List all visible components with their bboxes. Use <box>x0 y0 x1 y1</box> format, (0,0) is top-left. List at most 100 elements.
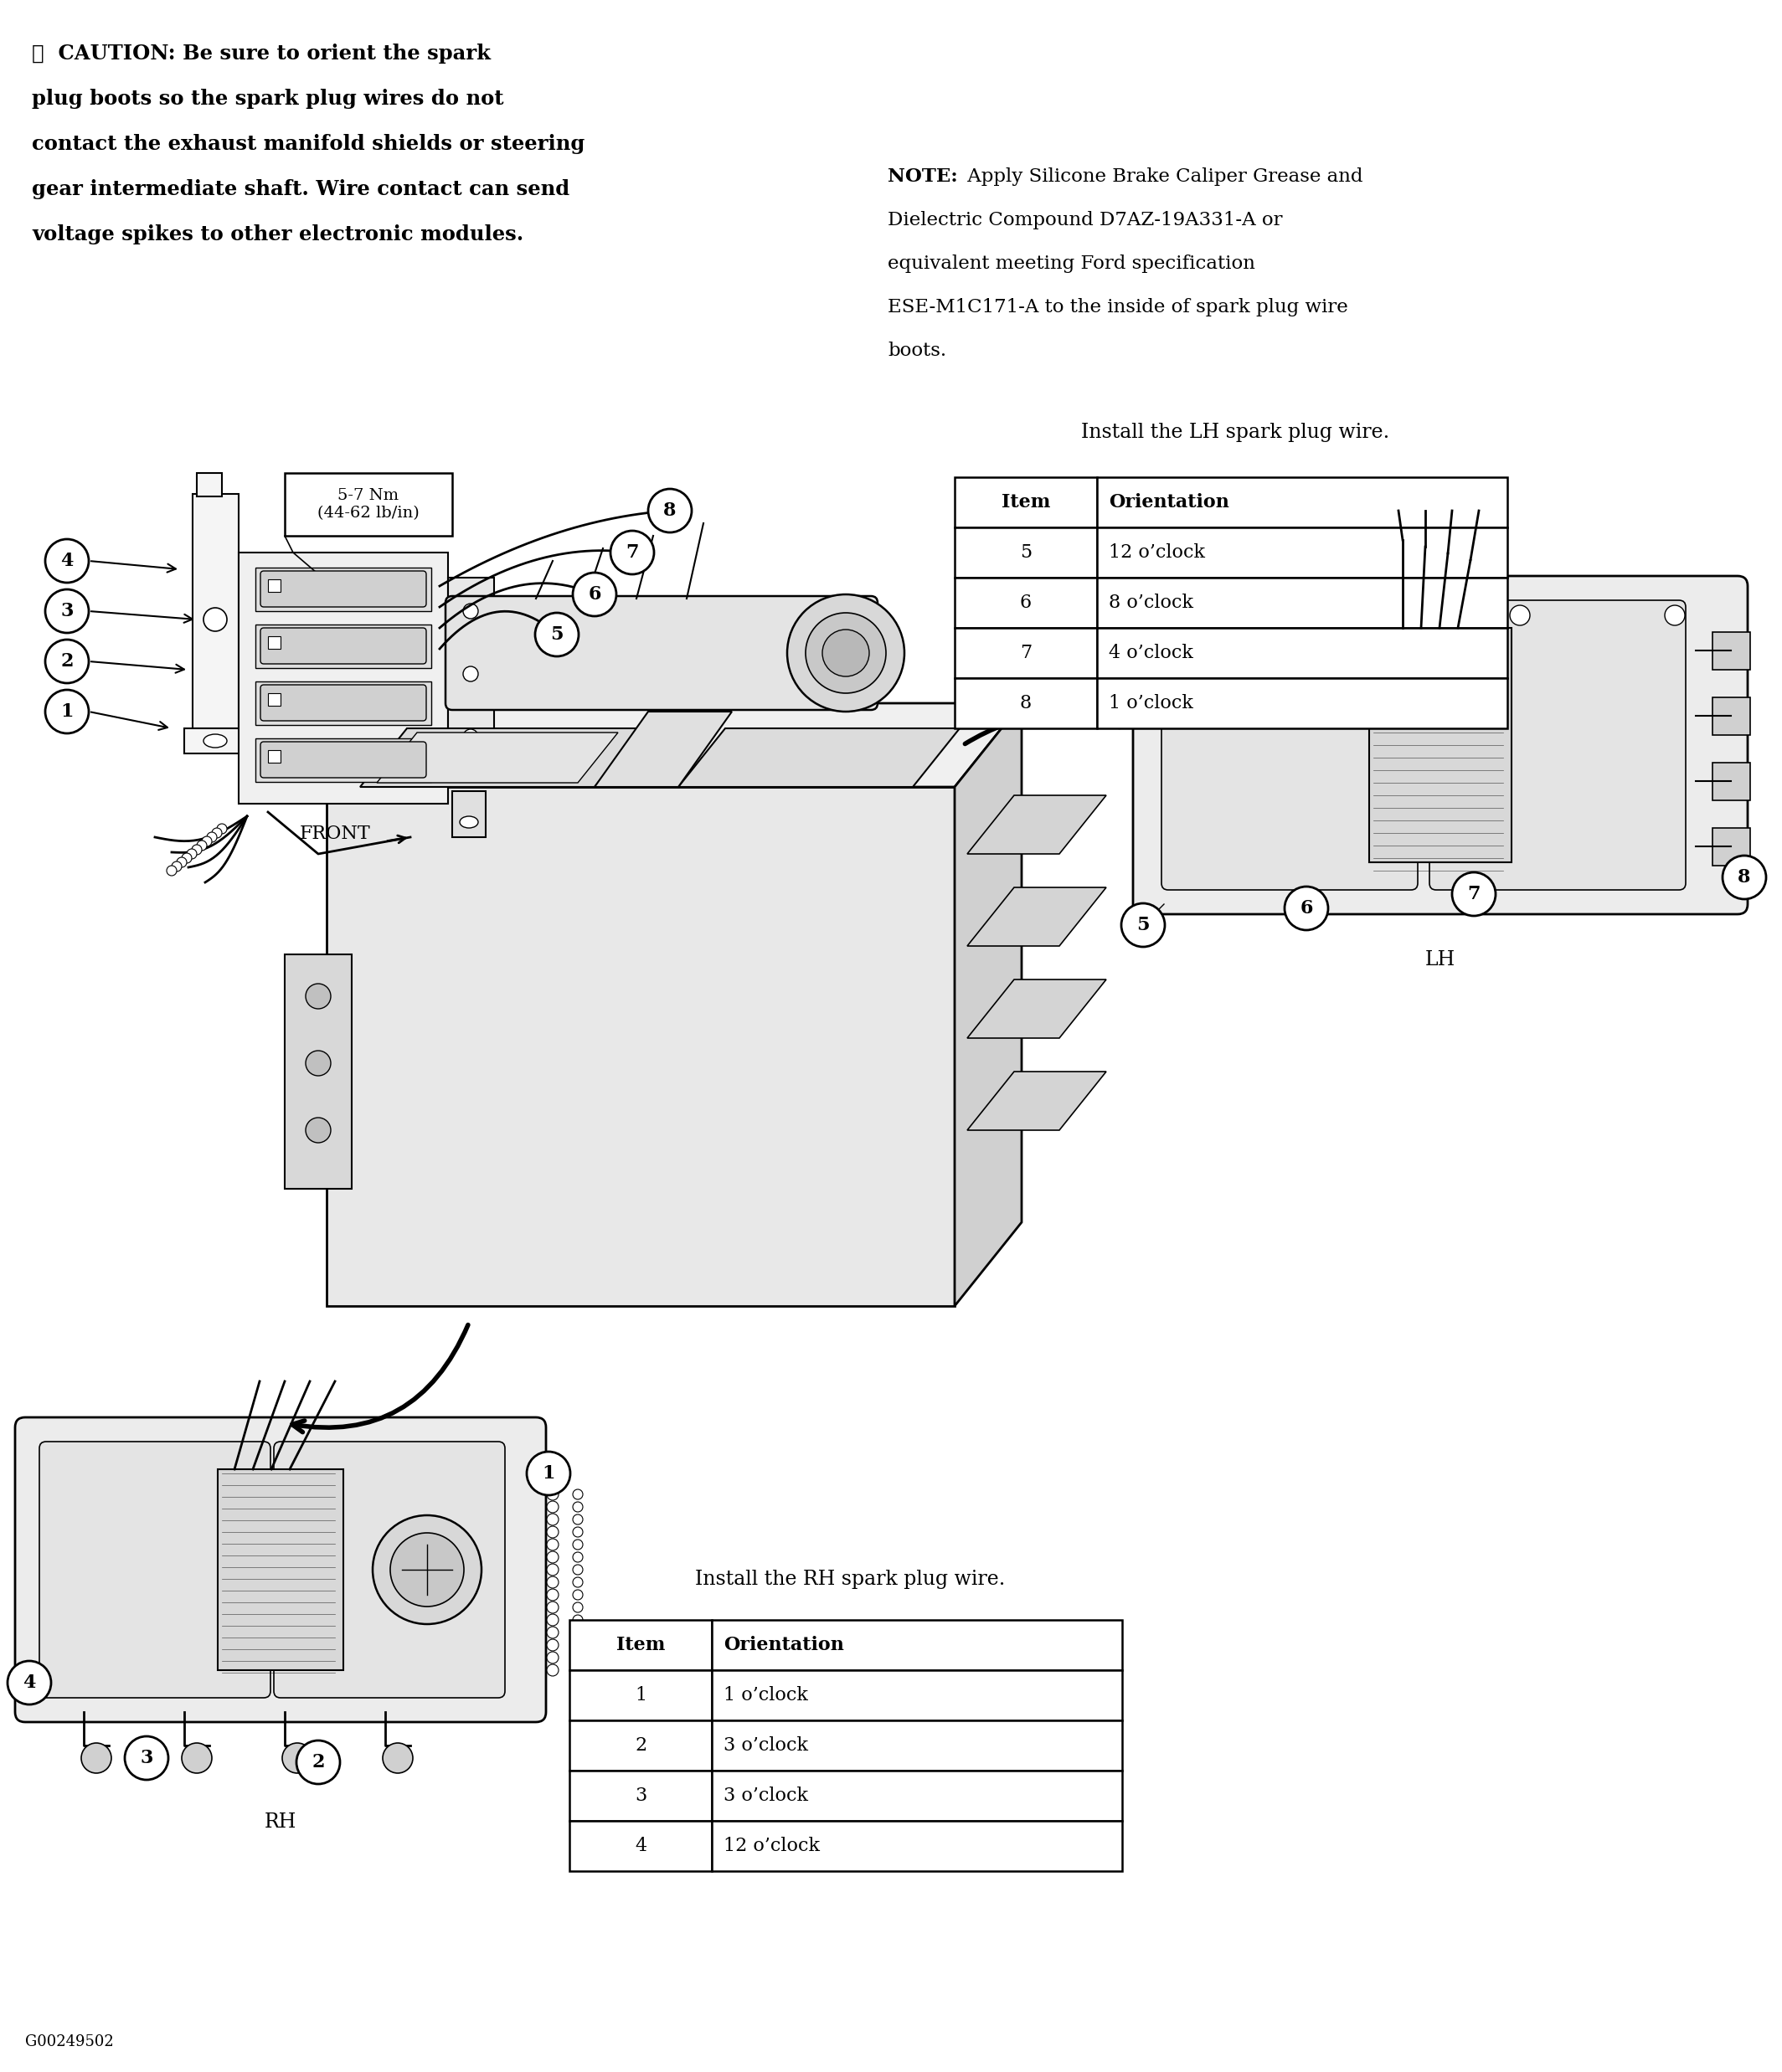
Circle shape <box>296 1740 340 1784</box>
Circle shape <box>547 1577 558 1587</box>
Bar <box>453 792 486 837</box>
Bar <box>196 472 223 497</box>
Text: 8 o’clock: 8 o’clock <box>1108 593 1194 611</box>
Text: RH: RH <box>264 1813 296 1832</box>
Ellipse shape <box>460 816 478 829</box>
FancyBboxPatch shape <box>260 572 426 607</box>
Polygon shape <box>968 796 1107 854</box>
Circle shape <box>192 845 201 856</box>
Circle shape <box>572 1490 583 1500</box>
FancyBboxPatch shape <box>446 597 877 711</box>
FancyBboxPatch shape <box>260 742 426 777</box>
Bar <box>255 682 431 725</box>
Bar <box>1098 477 1508 528</box>
FancyBboxPatch shape <box>260 686 426 721</box>
Bar <box>184 729 248 754</box>
Text: 5: 5 <box>551 626 563 644</box>
Circle shape <box>547 1614 558 1627</box>
Text: 1: 1 <box>61 702 73 721</box>
Circle shape <box>196 841 207 852</box>
Text: 5: 5 <box>1019 543 1032 562</box>
Circle shape <box>547 1475 558 1488</box>
Text: 4: 4 <box>23 1674 36 1693</box>
Text: 7: 7 <box>625 543 638 562</box>
FancyBboxPatch shape <box>1429 601 1686 889</box>
Text: 5-7 Nm
(44-62 lb/in): 5-7 Nm (44-62 lb/in) <box>317 489 419 520</box>
Circle shape <box>572 1502 583 1513</box>
Polygon shape <box>968 980 1107 1038</box>
Circle shape <box>547 1639 558 1651</box>
Circle shape <box>649 489 691 533</box>
Bar <box>955 477 1098 528</box>
Circle shape <box>1452 872 1495 916</box>
Bar <box>711 1821 1123 1871</box>
Text: 6: 6 <box>1019 593 1032 611</box>
Text: 1 o’clock: 1 o’clock <box>723 1687 807 1705</box>
Text: equivalent meeting Ford specification: equivalent meeting Ford specification <box>887 255 1255 274</box>
Polygon shape <box>376 733 618 783</box>
Circle shape <box>383 1743 413 1774</box>
Circle shape <box>572 1602 583 1612</box>
Circle shape <box>572 572 617 615</box>
Text: 3: 3 <box>634 1786 647 1805</box>
Bar <box>711 1620 1123 1670</box>
Circle shape <box>822 630 870 675</box>
Text: boots.: boots. <box>887 342 946 361</box>
Text: 4: 4 <box>61 551 73 570</box>
Circle shape <box>307 984 331 1009</box>
Text: G00249502: G00249502 <box>25 2035 114 2049</box>
Circle shape <box>1285 887 1328 930</box>
Text: Orientation: Orientation <box>723 1635 845 1653</box>
Bar <box>955 678 1098 729</box>
Text: ⚠  CAUTION: Be sure to orient the spark: ⚠ CAUTION: Be sure to orient the spark <box>32 44 490 64</box>
Circle shape <box>1509 605 1531 626</box>
Circle shape <box>547 1564 558 1575</box>
Text: 3 o’clock: 3 o’clock <box>723 1786 807 1805</box>
Circle shape <box>1354 605 1376 626</box>
Text: 3: 3 <box>61 603 73 620</box>
Bar <box>570 1720 711 1772</box>
Text: 8: 8 <box>1019 694 1032 713</box>
Circle shape <box>201 837 212 845</box>
Polygon shape <box>326 702 1021 787</box>
Bar <box>1713 829 1750 866</box>
Bar <box>570 1772 711 1821</box>
Bar <box>267 636 280 649</box>
Circle shape <box>535 613 579 657</box>
Circle shape <box>171 862 182 872</box>
Text: 5: 5 <box>1137 916 1149 934</box>
Bar <box>1098 678 1508 729</box>
Circle shape <box>547 1500 558 1513</box>
Text: LH: LH <box>1426 951 1456 970</box>
Circle shape <box>547 1651 558 1664</box>
Circle shape <box>463 667 478 682</box>
Bar <box>267 750 280 762</box>
FancyBboxPatch shape <box>260 628 426 663</box>
Text: 3 o’clock: 3 o’clock <box>723 1736 807 1755</box>
Bar <box>447 578 494 779</box>
Text: 6: 6 <box>1299 899 1313 918</box>
Text: 8: 8 <box>1737 868 1750 887</box>
Circle shape <box>217 825 226 833</box>
Bar <box>192 493 239 729</box>
Text: gear intermediate shaft. Wire contact can send: gear intermediate shaft. Wire contact ca… <box>32 178 570 199</box>
Text: 2: 2 <box>61 653 73 671</box>
Text: Orientation: Orientation <box>1108 493 1230 512</box>
Bar <box>1369 628 1511 862</box>
Bar <box>955 578 1098 628</box>
Bar <box>255 738 431 781</box>
Circle shape <box>282 1743 312 1774</box>
Text: 1: 1 <box>542 1465 554 1484</box>
Circle shape <box>547 1602 558 1614</box>
Text: plug boots so the spark plug wires do not: plug boots so the spark plug wires do no… <box>32 89 504 110</box>
Circle shape <box>372 1515 481 1624</box>
Circle shape <box>82 1743 110 1774</box>
Circle shape <box>788 595 905 711</box>
Circle shape <box>547 1527 558 1537</box>
Circle shape <box>207 833 217 841</box>
Bar <box>1098 528 1508 578</box>
Circle shape <box>572 1614 583 1624</box>
Bar <box>326 787 955 1305</box>
Bar <box>1713 762 1750 800</box>
Bar <box>1098 628 1508 678</box>
